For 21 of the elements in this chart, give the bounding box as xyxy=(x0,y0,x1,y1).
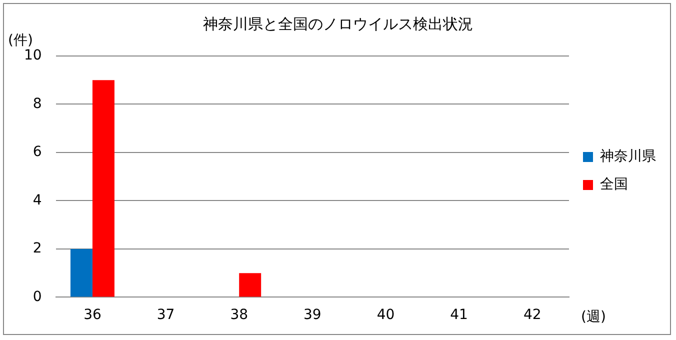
bar xyxy=(70,248,92,297)
y-tick-label: 10 xyxy=(24,48,42,64)
x-tick-label: 37 xyxy=(156,307,175,324)
y-tick-label: 8 xyxy=(32,96,42,112)
x-tick-label: 39 xyxy=(303,307,322,324)
y-tick-label: 4 xyxy=(32,192,42,208)
legend-label: 全国 xyxy=(600,176,628,193)
bar xyxy=(239,273,262,297)
x-tick-label: 38 xyxy=(230,307,248,324)
legend-label: 神奈川県 xyxy=(600,148,656,165)
y-tick-label: 6 xyxy=(32,144,42,160)
y-tick-label: 2 xyxy=(32,240,42,257)
x-tick-label: 42 xyxy=(523,307,542,324)
x-axis-title: (週) xyxy=(581,308,606,325)
y-axis-title: (件) xyxy=(8,32,33,49)
x-tick-label: 41 xyxy=(450,307,468,324)
bar xyxy=(92,80,114,297)
x-tick-label: 36 xyxy=(84,307,102,324)
y-tick-label: 0 xyxy=(32,288,42,305)
chart-title: 神奈川県と全国のノロウイルス検出状況 xyxy=(203,14,473,33)
x-tick-label: 40 xyxy=(376,307,395,324)
